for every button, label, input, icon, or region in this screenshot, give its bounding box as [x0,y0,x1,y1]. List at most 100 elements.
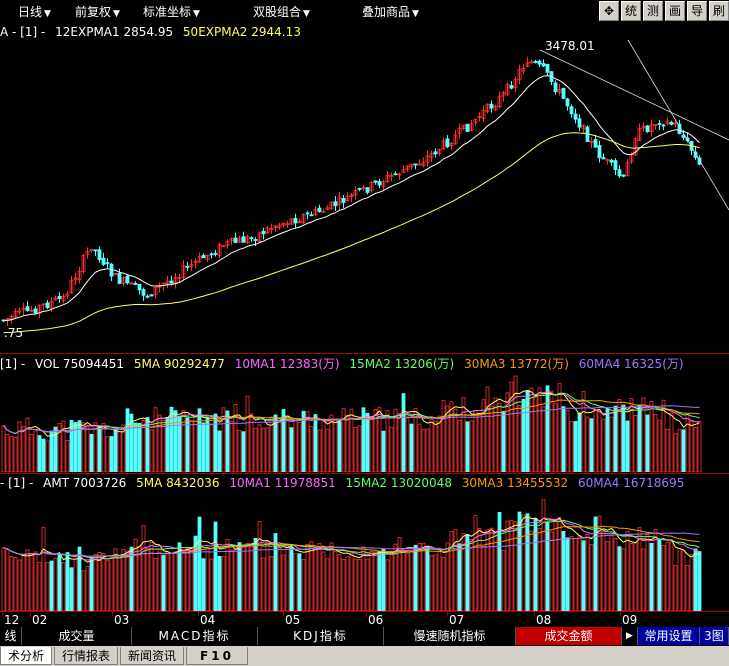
tab-turnover[interactable]: 成交金额 [516,627,622,645]
volume-bar [217,430,222,472]
volume-bar [89,434,94,472]
volume-bar [217,555,222,611]
candle-body [529,61,534,64]
candle-body [385,175,390,182]
volume-bar [585,416,590,472]
draw-button[interactable]: 画 [665,1,685,21]
export-button[interactable]: 导 [687,1,707,21]
volume-bar [437,415,442,472]
volume-bar [105,560,110,611]
volume-bar [609,535,614,611]
volume-bar [605,541,610,611]
move-cursor-icon[interactable]: ✥ [599,1,619,21]
volume-bar [121,548,126,611]
measure-button[interactable]: 测 [643,1,663,21]
volume-chart[interactable] [0,372,729,472]
tab-macd[interactable]: MACD指标 [132,627,258,645]
volume-bar [353,427,358,472]
candle-body [305,212,310,215]
amt-ma15: 15MA2 13020048 [345,476,452,490]
candle-body [521,67,526,72]
vol-ma5: 5MA 90292477 [133,357,225,371]
volume-bar [5,549,10,611]
volume-bar [505,520,510,611]
chevron-down-icon: ▼ [113,9,120,19]
volume-bar [561,406,566,472]
volume-bar [381,548,386,611]
volume-bar [669,541,674,611]
chevron-down-icon: ▼ [412,9,419,19]
candle-body [673,122,678,125]
volume-bar [249,542,254,611]
candle-body [421,162,426,167]
volume-bar [69,567,74,611]
candle-body [129,282,134,285]
overlay-menu[interactable]: 叠加商品 ▼ [362,3,419,20]
candle-body [577,118,582,128]
volume-bar [501,549,506,611]
axis-menu-label: 标准坐标 [143,5,192,19]
chevron-right-icon[interactable]: ▶ [622,627,638,645]
volume-bar [77,420,82,472]
candle-body [505,83,510,95]
volume-bar [301,410,306,472]
axis-menu[interactable]: 标准坐标 ▼ [143,3,200,20]
vol-legend-prefix: [1] - [0,357,26,371]
period-menu[interactable]: 日线 ▼ [18,3,51,20]
volume-bar [393,543,398,611]
volume-bar [237,542,242,611]
tab-slow-stochastic[interactable]: 慢速随机指标 [384,627,516,645]
candle-body [465,123,470,132]
volume-bar [225,410,230,472]
volume-bar [561,531,566,611]
refresh-button[interactable]: 刷 [709,1,729,21]
volume-bar [165,417,170,472]
price-chart[interactable] [0,40,729,352]
status-tab-f10[interactable]: F10 [186,647,248,665]
candle-body [333,201,338,207]
combine-menu[interactable]: 双股组合 ▼ [253,3,310,20]
volume-bar [585,533,590,611]
volume-bar [413,544,418,611]
volume-bar [133,538,138,611]
candle-body [289,218,294,225]
volume-bar [169,552,174,611]
status-tab-quotes[interactable]: 行情报表 [54,647,118,665]
status-tab-news[interactable]: 新闻资讯 [120,647,184,665]
volume-bar [281,554,286,611]
stat-button[interactable]: 统 [621,1,641,21]
volume-bar [117,555,122,611]
volume-bar [285,546,290,611]
price-legend: A - [1] - 12EXPMA1 2854.95 50EXPMA2 2944… [0,24,307,40]
amount-chart[interactable] [0,491,729,611]
volume-bar [297,422,302,472]
volume-bar [357,559,362,611]
candle-body [365,187,370,193]
volume-bar [677,547,682,611]
tab-volume[interactable]: 成交量 [22,627,132,645]
candle-body [125,275,130,284]
volume-bar [453,408,458,472]
tab-kdj[interactable]: KDJ指标 [258,627,384,645]
volume-bar [57,553,62,611]
tab-common-settings[interactable]: 常用设置 [638,627,700,645]
tab-3-charts[interactable]: 3图 [700,627,729,645]
amt-value: AMT 7003726 [43,476,127,490]
volume-bar [509,381,514,472]
volume-bar [437,547,442,611]
candle-body [609,159,614,163]
candle-body [545,63,550,73]
volume-bar [61,420,66,472]
volume-bar [529,530,534,611]
candle-body [21,307,26,310]
volume-bar [257,424,262,472]
status-tab-technical[interactable]: 术分析 [0,647,52,665]
volume-bar [641,548,646,611]
candle-body [281,222,286,226]
volume-bar [25,549,30,611]
adjust-menu[interactable]: 前复权 ▼ [75,3,120,20]
axis-tick-label: 03 [114,613,129,627]
tab-line[interactable]: 线 [0,627,22,645]
candle-body [485,103,490,112]
candle-body [225,241,230,247]
